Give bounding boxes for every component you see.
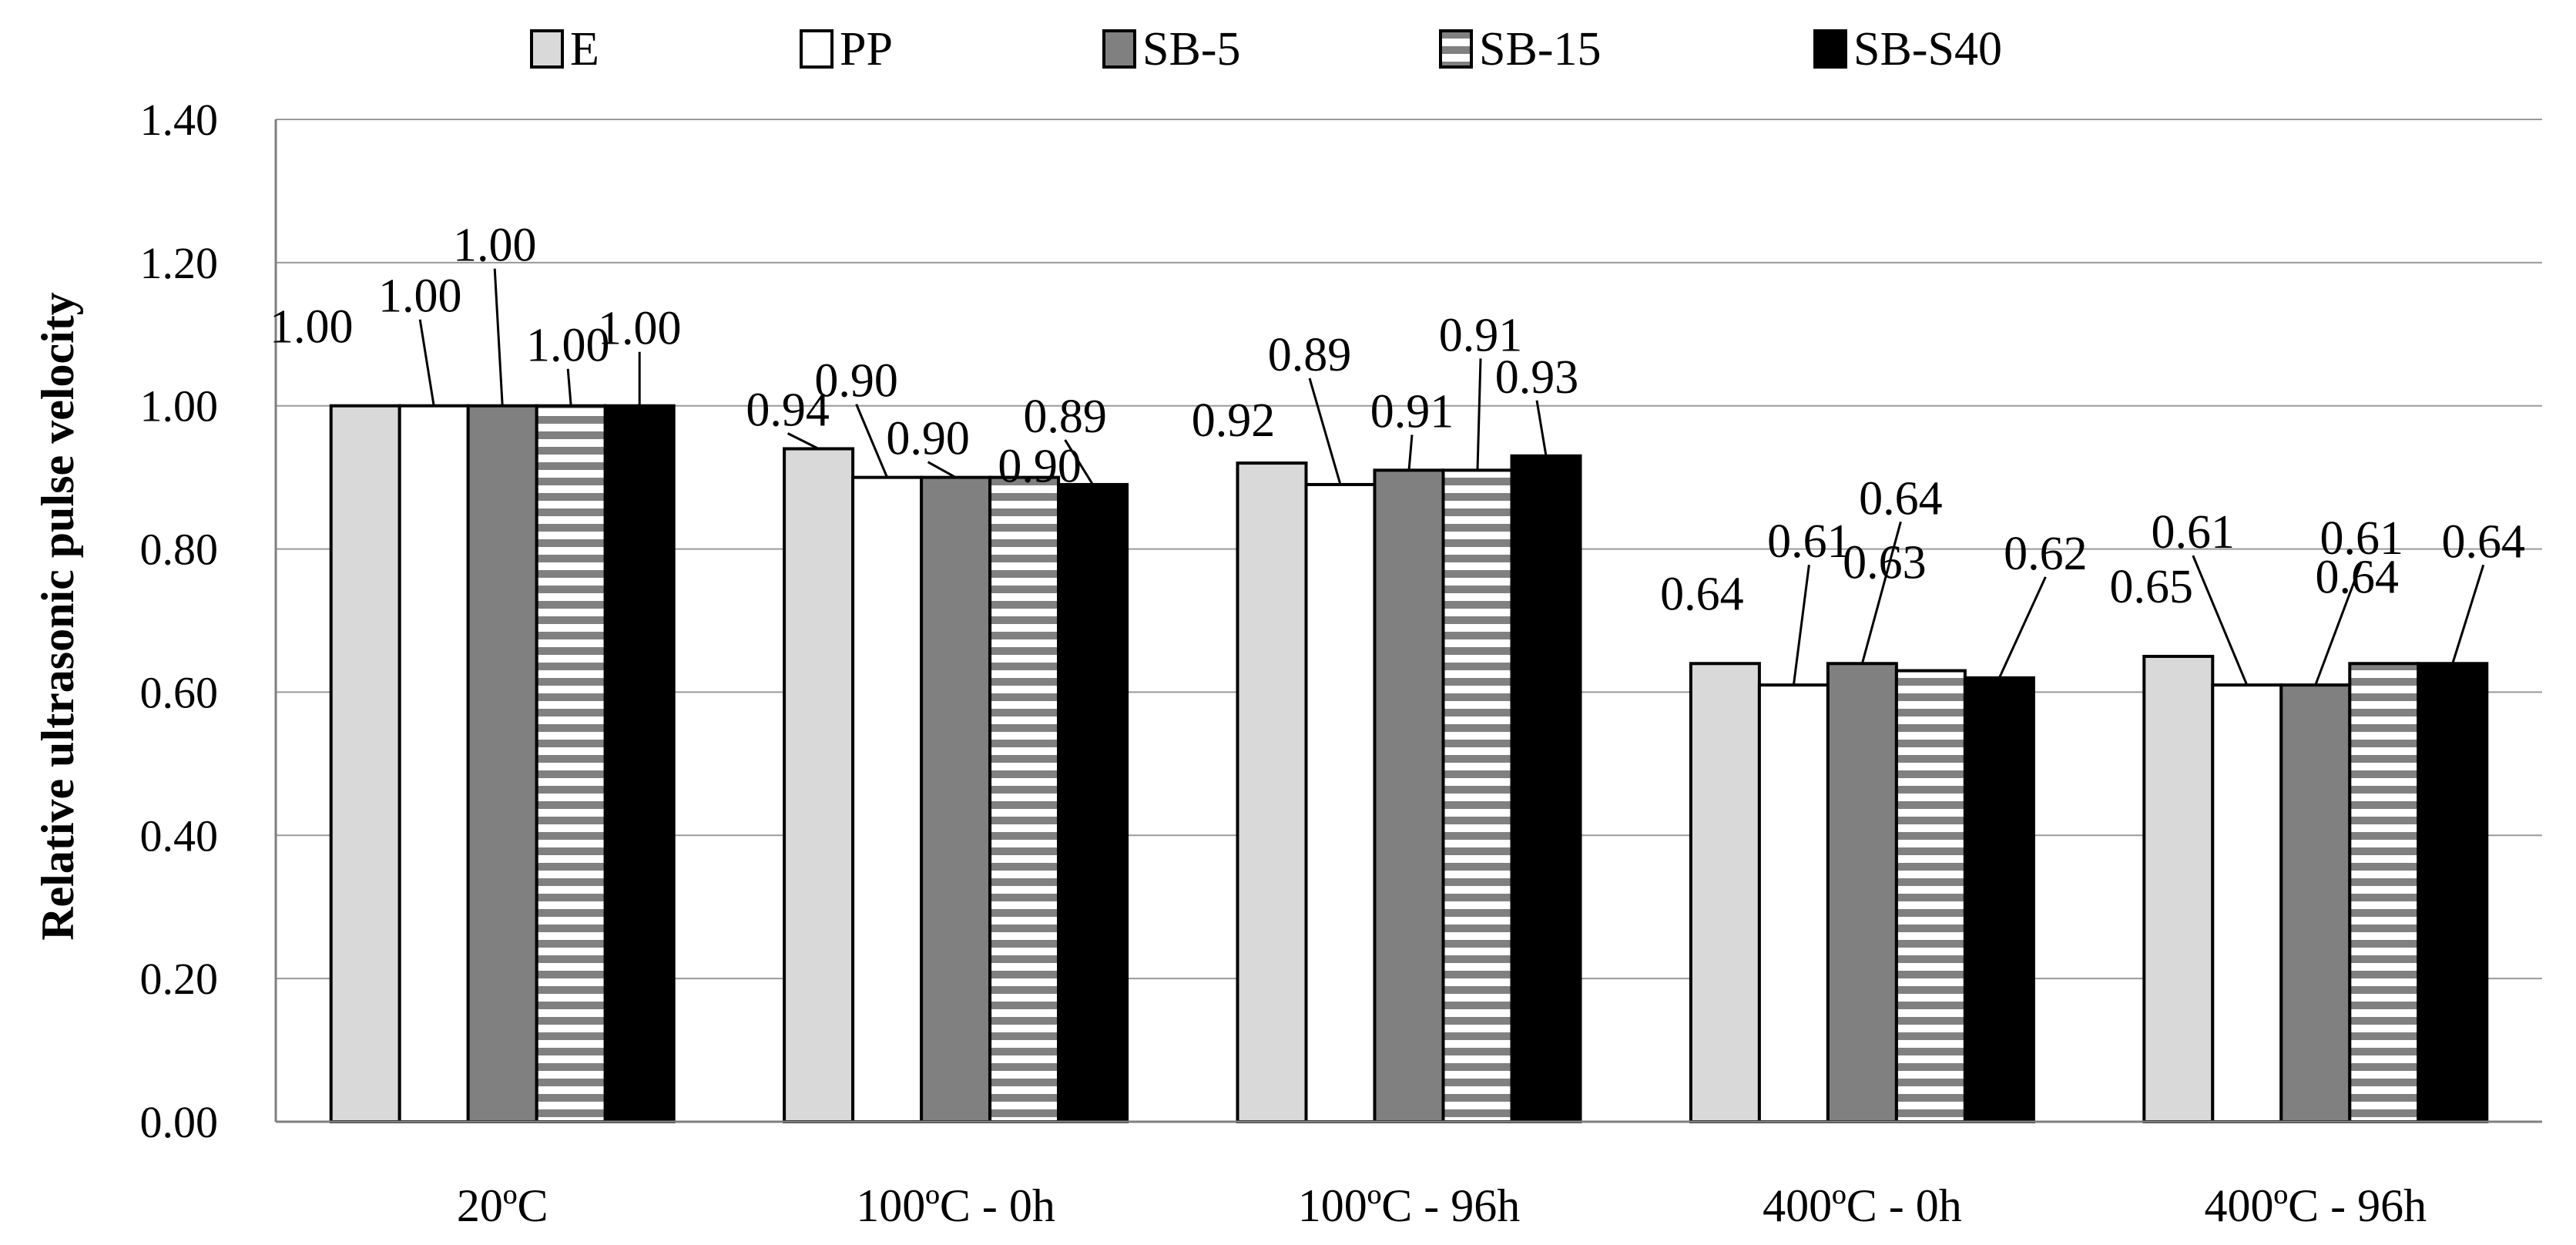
bar-sb-5-2 — [1373, 468, 1445, 1123]
legend-label-e: E — [570, 23, 599, 76]
bar-sb-15-1 — [988, 475, 1061, 1123]
bar-sb-5-4 — [2279, 683, 2352, 1123]
data-label-sb-s40-4: 0.64 — [2442, 515, 2526, 568]
y-tick-label: 1.20 — [140, 238, 219, 288]
bar-sb-15-0 — [535, 404, 607, 1123]
leader-line — [418, 319, 435, 406]
data-label-sb-15-4: 0.64 — [2316, 551, 2400, 603]
bar-e-4 — [2142, 654, 2215, 1123]
x-tick-label: 400ºC - 0h — [1763, 1180, 1962, 1231]
y-tick-label: 0.40 — [140, 810, 219, 861]
legend-swatch-sb-s40 — [1813, 29, 1847, 69]
legend-swatch-e — [530, 29, 564, 69]
data-label-pp-3: 0.61 — [1767, 515, 1851, 568]
x-tick-label: 100ºC - 0h — [856, 1180, 1055, 1231]
legend-label-sb-15: SB-15 — [1479, 23, 1601, 76]
x-tick-label: 400ºC - 96h — [2204, 1180, 2427, 1231]
bar-sb-s40-0 — [603, 404, 676, 1123]
leader-line — [2192, 555, 2249, 686]
data-label-e-2: 0.92 — [1192, 394, 1276, 447]
leader-line — [1860, 521, 1902, 664]
x-tick-label: 100ºC - 96h — [1298, 1180, 1521, 1231]
data-label-e-1: 0.94 — [746, 384, 830, 436]
legend: E PP SB-5 SB-15 SB-S40 — [530, 23, 2002, 76]
leader-line — [1535, 400, 1548, 457]
data-label-sb-15-3: 0.63 — [1843, 537, 1927, 589]
data-labels: 1.000.94 0.920.64 0.651.000.90 0.890.61 0.61… — [270, 220, 2525, 621]
leader-line — [787, 432, 820, 450]
legend-swatch-sb-5 — [1102, 29, 1136, 69]
bar-sb-s40-2 — [1510, 454, 1582, 1123]
leader-lines — [418, 268, 2485, 686]
bar-sb-5-3 — [1826, 662, 1898, 1123]
data-label-sb-5-2: 0.91 — [1370, 385, 1454, 438]
leader-line — [1407, 435, 1414, 471]
data-label-sb-15-0: 1.00 — [526, 320, 610, 372]
data-label-sb-15-1: 0.90 — [998, 441, 1082, 493]
leader-line — [855, 404, 888, 478]
y-tick-label: 0.00 — [140, 1097, 219, 1147]
legend-swatch-pp — [800, 29, 834, 69]
y-tick-label: 1.00 — [140, 381, 219, 431]
bar-e-3 — [1689, 662, 1761, 1123]
legend-label-pp: PP — [840, 23, 893, 76]
data-label-sb-s40-3: 0.62 — [2004, 528, 2088, 580]
y-tick-label: 1.40 — [140, 95, 219, 145]
bar-sb-s40-4 — [2417, 662, 2489, 1123]
data-label-sb-15-2: 0.91 — [1439, 309, 1523, 361]
bars — [329, 404, 2489, 1123]
leader-line — [2451, 564, 2485, 664]
data-label-sb-5-3: 0.64 — [1859, 472, 1943, 525]
data-label-sb-s40-2: 0.93 — [1495, 351, 1579, 404]
bar-sb-s40-3 — [1963, 676, 2035, 1123]
data-label-e-0: 1.00 — [270, 301, 354, 354]
data-label-sb-s40-1: 0.89 — [1023, 391, 1107, 443]
y-tick-label: 0.80 — [140, 525, 219, 575]
data-label-pp-2: 0.89 — [1268, 329, 1352, 381]
bar-pp-2 — [1304, 482, 1377, 1123]
bar-pp-3 — [1757, 683, 1830, 1123]
data-label-sb-5-0: 1.00 — [453, 220, 537, 272]
data-label-e-3: 0.64 — [1660, 568, 1744, 620]
y-axis-title: Relative ultrasonic pulse velocity — [32, 292, 83, 941]
leader-line — [566, 368, 572, 406]
bar-sb-15-4 — [2348, 662, 2420, 1123]
bar-pp-4 — [2211, 683, 2283, 1123]
data-label-sb-5-4: 0.61 — [2320, 512, 2404, 565]
data-label-e-4: 0.65 — [2110, 561, 2194, 613]
bar-sb-5-0 — [466, 404, 538, 1123]
y-tick-label: 0.60 — [140, 667, 219, 717]
leader-line — [2314, 561, 2363, 686]
data-label-sb-s40-0: 1.00 — [598, 303, 682, 355]
leader-line — [493, 268, 504, 406]
leader-line — [1792, 564, 1810, 686]
leader-line — [1998, 576, 2047, 679]
bar-sb-15-3 — [1894, 669, 1967, 1123]
bar-e-1 — [783, 447, 855, 1123]
data-label-pp-4: 0.61 — [2152, 506, 2236, 559]
leader-line — [927, 461, 957, 478]
bar-pp-1 — [851, 475, 924, 1123]
bar-e-0 — [329, 404, 401, 1123]
bar-e-2 — [1236, 461, 1308, 1123]
bar-sb-5-1 — [920, 475, 992, 1123]
bar-sb-15-2 — [1441, 468, 1514, 1123]
leader-line — [1308, 378, 1342, 485]
x-tick-label: 20ºC — [457, 1180, 548, 1231]
bar-sb-s40-1 — [1057, 482, 1129, 1123]
data-label-sb-5-1: 0.90 — [886, 413, 970, 465]
data-label-pp-1: 0.90 — [814, 355, 898, 408]
leader-line — [1476, 358, 1482, 471]
legend-label-sb-s40: SB-S40 — [1853, 23, 2002, 76]
legend-swatch-sb-15 — [1439, 29, 1473, 69]
legend-label-sb-5: SB-5 — [1142, 23, 1240, 76]
data-label-pp-0: 1.00 — [378, 270, 462, 323]
axes: 0.00 0.20 0.40 0.60 0.80 1.00 1.20 1.40 20ºC 100º… — [140, 95, 2542, 1231]
bar-pp-0 — [397, 404, 470, 1123]
leader-line — [1064, 439, 1094, 485]
y-tick-label: 0.20 — [140, 954, 219, 1004]
